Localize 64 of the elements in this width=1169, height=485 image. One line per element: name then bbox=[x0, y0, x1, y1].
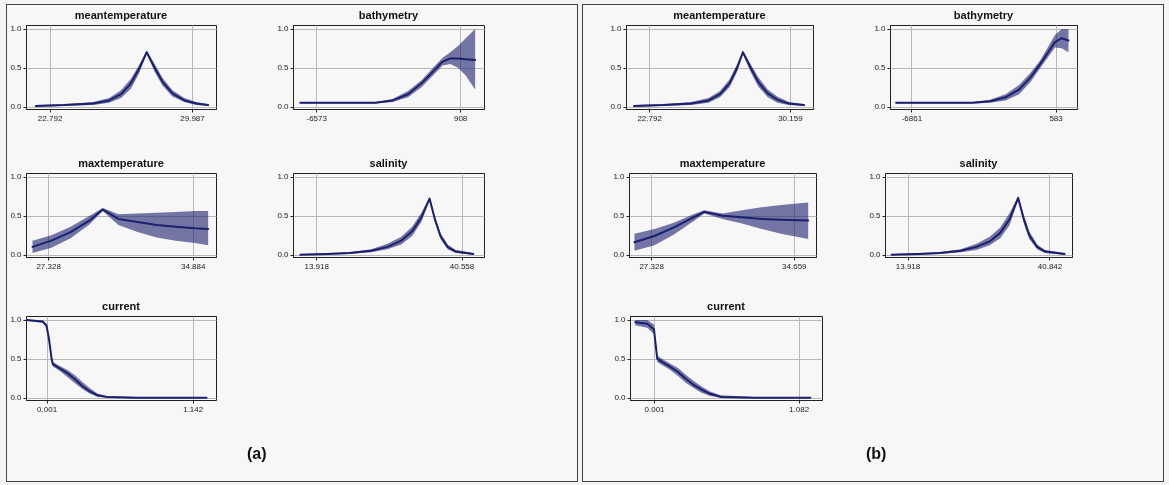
y-tick-label: 1.0 bbox=[277, 24, 290, 34]
y-tick-label: 0.5 bbox=[277, 63, 290, 73]
chart-title: maxtemperature bbox=[78, 156, 164, 169]
x-tick-label: 40.842 bbox=[1037, 261, 1063, 271]
x-tick-label: 34.884 bbox=[181, 261, 207, 271]
y-tick-label: 0.0 bbox=[874, 102, 887, 112]
y-tick-label: 0.5 bbox=[874, 63, 887, 73]
line-series bbox=[633, 210, 810, 244]
y-tick-label: 1.0 bbox=[874, 24, 887, 34]
y-tick-label: 0.0 bbox=[277, 250, 290, 260]
x-tick-label: 13.918 bbox=[895, 261, 921, 271]
chart-title: bathymetry bbox=[358, 8, 420, 21]
x-tick-label: -6861 bbox=[901, 113, 923, 123]
x-tick-label: 583 bbox=[1049, 113, 1064, 123]
x-tick-label: 22.792 bbox=[637, 113, 663, 123]
y-tick-label: 0.0 bbox=[613, 250, 626, 260]
chart-title: maxtemperature bbox=[679, 156, 766, 169]
x-tick-label: -6573 bbox=[306, 113, 328, 123]
x-tick-label: 0.001 bbox=[37, 404, 58, 414]
chart-title: meantemperature bbox=[673, 8, 766, 21]
text: (b) bbox=[866, 445, 887, 463]
chart-title: salinity bbox=[959, 156, 999, 169]
x-tick-label: 1.142 bbox=[183, 404, 204, 414]
chart-title: bathymetry bbox=[953, 8, 1015, 21]
y-tick-label: 0.0 bbox=[10, 393, 23, 403]
y-tick-label: 0.0 bbox=[277, 102, 290, 112]
y-tick-label: 1.0 bbox=[610, 24, 623, 34]
y-tick-label: 0.5 bbox=[610, 63, 623, 73]
x-tick-label: 908 bbox=[453, 113, 468, 123]
x-tick-label: 27.328 bbox=[639, 261, 665, 271]
y-tick-label: 0.5 bbox=[277, 211, 290, 221]
x-tick-label: 29.987 bbox=[180, 113, 206, 123]
y-tick-label: 0.0 bbox=[10, 102, 23, 112]
y-tick-label: 1.0 bbox=[614, 315, 627, 325]
chart-title: current bbox=[102, 299, 141, 312]
y-tick-label: 1.0 bbox=[277, 172, 290, 182]
x-tick-label: 1.082 bbox=[789, 404, 810, 414]
x-tick-label: 0.001 bbox=[644, 404, 666, 414]
y-tick-label: 0.5 bbox=[869, 211, 882, 221]
y-tick-label: 0.5 bbox=[10, 211, 23, 221]
x-tick-label: 40.558 bbox=[449, 261, 475, 271]
y-tick-label: 0.0 bbox=[614, 393, 627, 403]
y-tick-label: 0.5 bbox=[613, 211, 626, 221]
x-tick-label: 34.659 bbox=[782, 261, 808, 271]
line-series bbox=[299, 57, 477, 104]
y-tick-label: 1.0 bbox=[869, 172, 882, 182]
y-tick-label: 0.0 bbox=[610, 102, 623, 112]
y-tick-label: 1.0 bbox=[10, 172, 23, 182]
x-tick-label: 13.918 bbox=[304, 261, 330, 271]
x-tick-label: 30.159 bbox=[778, 113, 804, 123]
y-tick-label: 0.0 bbox=[10, 250, 23, 260]
y-tick-label: 0.5 bbox=[614, 354, 627, 364]
y-tick-label: 0.5 bbox=[10, 354, 23, 364]
y-tick-label: 1.0 bbox=[613, 172, 626, 182]
y-tick-label: 0.5 bbox=[10, 63, 23, 73]
chart-title: current bbox=[707, 299, 746, 312]
y-tick-label: 1.0 bbox=[10, 315, 23, 325]
y-tick-label: 0.0 bbox=[869, 250, 882, 260]
x-tick-label: 27.328 bbox=[36, 261, 62, 271]
x-tick-label: 22.792 bbox=[37, 113, 63, 123]
chart-title: salinity bbox=[369, 156, 409, 169]
y-tick-label: 1.0 bbox=[10, 24, 23, 34]
text: (a) bbox=[247, 445, 267, 463]
chart-title: meantemperature bbox=[74, 8, 168, 21]
